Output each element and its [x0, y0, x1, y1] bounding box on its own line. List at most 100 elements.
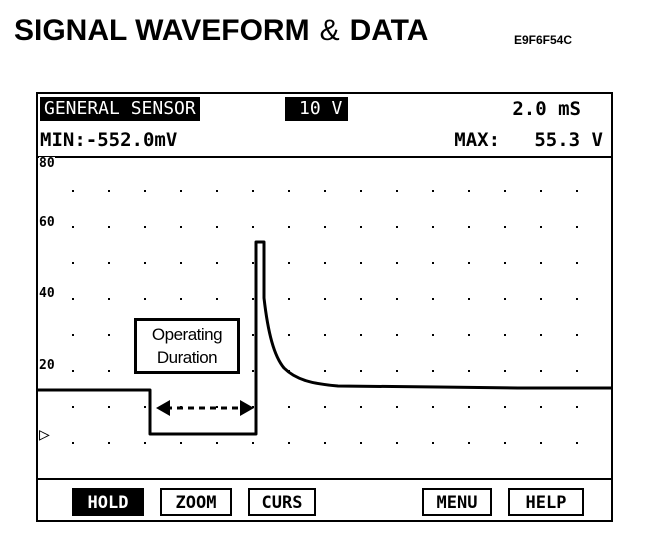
grid-dot [468, 190, 470, 192]
grid-dot [504, 406, 506, 408]
grid-dot [540, 190, 542, 192]
y-tick-label: 80 [39, 156, 55, 171]
grid-dot [216, 262, 218, 264]
grid-dot [144, 442, 146, 444]
grid-dot [108, 406, 110, 408]
grid-dot [360, 334, 362, 336]
grid-dot [504, 442, 506, 444]
grid-dot [540, 406, 542, 408]
grid-dot [108, 370, 110, 372]
grid-dot [504, 298, 506, 300]
help-button[interactable]: HELP [508, 488, 584, 516]
grid-dot [144, 262, 146, 264]
max-readout: MAX: 55.3 V [454, 129, 603, 151]
grid-dot [504, 226, 506, 228]
grid-dot [540, 370, 542, 372]
readout-bar: MIN:-552.0mV MAX: 55.3 V [38, 126, 611, 158]
grid-dot [504, 370, 506, 372]
grid-dot [504, 334, 506, 336]
grid-dot [72, 226, 74, 228]
grid-dot [108, 298, 110, 300]
grid-dot [576, 298, 578, 300]
grid-dot [252, 406, 254, 408]
grid-dot [216, 298, 218, 300]
grid-dot [576, 190, 578, 192]
grid-dot [252, 262, 254, 264]
grid-dot [468, 370, 470, 372]
grid-dot [576, 262, 578, 264]
grid-dot [216, 406, 218, 408]
grid-dot [396, 370, 398, 372]
grid-dot [360, 190, 362, 192]
grid-dot [468, 298, 470, 300]
scope-header: GENERAL SENSOR 10 V 2.0 mS [38, 94, 611, 126]
zoom-button[interactable]: ZOOM [160, 488, 232, 516]
grid-dot [288, 334, 290, 336]
grid-dot [144, 406, 146, 408]
oscilloscope-screen: GENERAL SENSOR 10 V 2.0 mS MIN:-552.0mV … [36, 92, 613, 522]
title-ampersand: & [319, 14, 340, 47]
grid-dot [396, 406, 398, 408]
grid-dot [432, 370, 434, 372]
grid-dot [72, 190, 74, 192]
grid-dot [324, 226, 326, 228]
grid-dot [396, 262, 398, 264]
cursor-button[interactable]: CURS [248, 488, 316, 516]
grid-dot [468, 406, 470, 408]
max-label: MAX: [454, 129, 501, 151]
grid-dot [396, 298, 398, 300]
grid-dot [468, 262, 470, 264]
grid-dot [216, 190, 218, 192]
grid-dot [180, 226, 182, 228]
annotation-line1: Operating [151, 325, 223, 344]
time-base[interactable]: 2.0 mS [512, 98, 581, 120]
grid-dot [108, 442, 110, 444]
y-tick-label: 60 [39, 215, 55, 230]
trigger-marker-icon: ▷ [39, 424, 50, 445]
grid-dot [396, 190, 398, 192]
grid-dot [252, 226, 254, 228]
grid-dot [360, 406, 362, 408]
grid-dot [540, 226, 542, 228]
annotation-line2: Duration [156, 348, 218, 367]
grid-dot [288, 226, 290, 228]
menu-button[interactable]: MENU [422, 488, 492, 516]
grid-dot [216, 442, 218, 444]
grid-dot [144, 226, 146, 228]
grid-dot [252, 334, 254, 336]
grid-dot [576, 334, 578, 336]
grid-dot [324, 190, 326, 192]
grid-dot [432, 298, 434, 300]
grid-dot [288, 262, 290, 264]
grid-dot [360, 370, 362, 372]
grid-dot [540, 334, 542, 336]
grid-dot [72, 406, 74, 408]
grid-dot [540, 298, 542, 300]
title-part1: SIGNAL WAVEFORM [14, 14, 310, 47]
min-readout: MIN:-552.0mV [40, 129, 178, 151]
grid-dot [216, 226, 218, 228]
grid-dot [576, 406, 578, 408]
grid-dot [324, 406, 326, 408]
y-tick-label: 20 [39, 358, 55, 373]
grid-dot [108, 262, 110, 264]
signal-trace [38, 240, 611, 436]
voltage-range[interactable]: 10 V [285, 97, 349, 121]
hold-button[interactable]: HOLD [72, 488, 144, 516]
grid-dot [540, 262, 542, 264]
grid-dot [396, 442, 398, 444]
y-tick-label: 40 [39, 286, 55, 301]
grid-dot [504, 262, 506, 264]
grid-dot [252, 190, 254, 192]
grid-dot [432, 190, 434, 192]
grid-dot [288, 406, 290, 408]
grid-dot [144, 298, 146, 300]
grid-dot [180, 262, 182, 264]
figure-code: E9F6F54C [514, 33, 573, 47]
grid-dot [432, 226, 434, 228]
waveform-graph [38, 190, 611, 444]
sensor-label[interactable]: GENERAL SENSOR [40, 97, 200, 121]
grid-dot [108, 334, 110, 336]
grid-dot [180, 442, 182, 444]
grid-dot [72, 262, 74, 264]
